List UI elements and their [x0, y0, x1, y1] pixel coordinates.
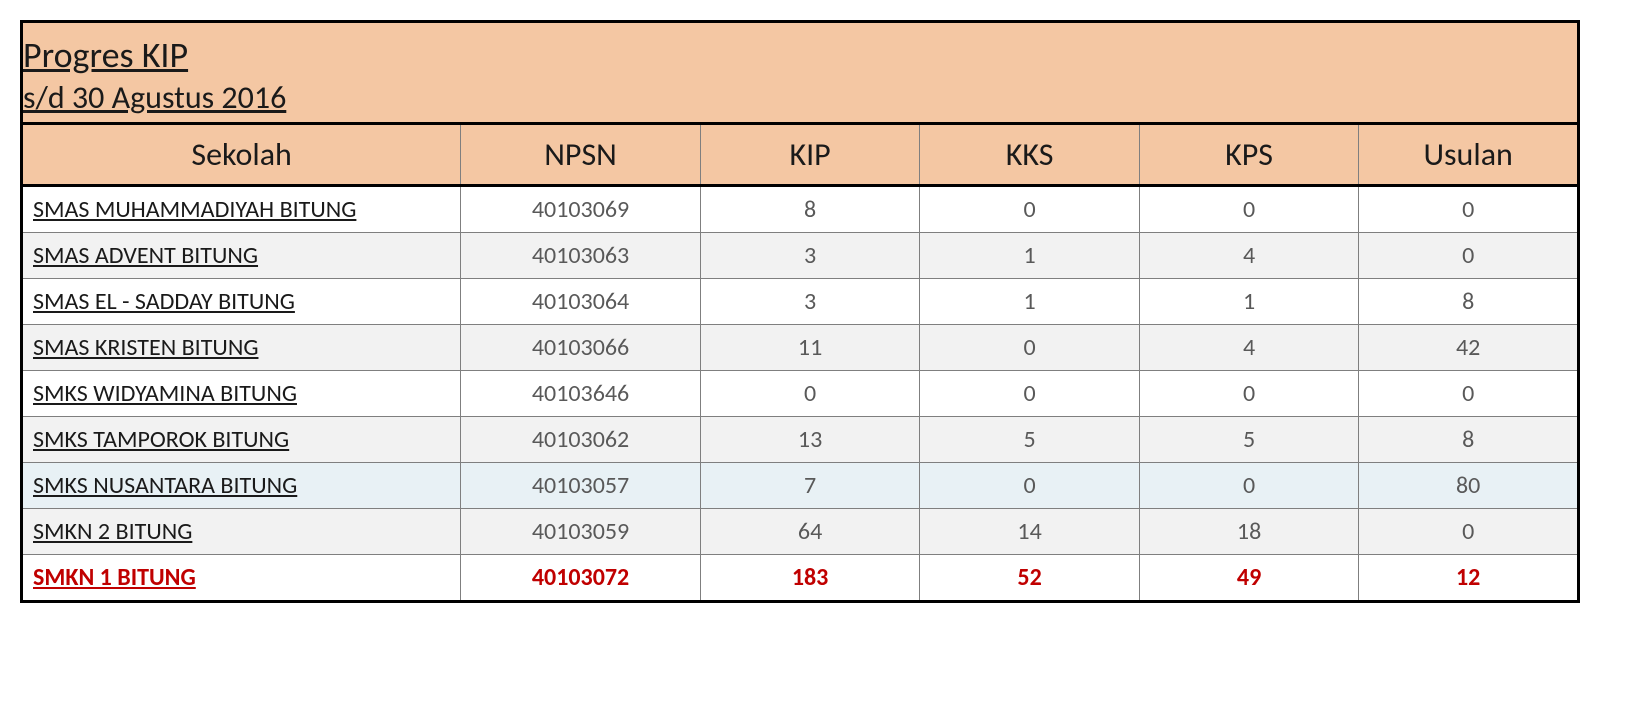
- cell-sekolah[interactable]: SMKN 1 BITUNG: [22, 555, 461, 602]
- cell-kps: 4: [1139, 233, 1359, 279]
- cell-usulan: 0: [1359, 371, 1579, 417]
- cell-sekolah[interactable]: SMAS MUHAMMADIYAH BITUNG: [22, 186, 461, 233]
- cell-kps: 1: [1139, 279, 1359, 325]
- cell-kps: 0: [1139, 186, 1359, 233]
- header-row: Sekolah NPSN KIP KKS KPS Usulan: [22, 124, 1579, 186]
- cell-kps: 4: [1139, 325, 1359, 371]
- title-line-2: s/d 30 Agustus 2016: [23, 78, 1577, 118]
- cell-kks: 5: [920, 417, 1140, 463]
- cell-kks: 14: [920, 509, 1140, 555]
- cell-kps: 0: [1139, 371, 1359, 417]
- cell-kip: 3: [700, 233, 919, 279]
- progres-kip-table: Progres KIP s/d 30 Agustus 2016 Sekolah …: [20, 20, 1580, 603]
- table-row: SMKN 2 BITUNG401030596414180: [22, 509, 1579, 555]
- table-body: SMAS MUHAMMADIYAH BITUNG401030698000SMAS…: [22, 186, 1579, 602]
- cell-usulan: 12: [1359, 555, 1579, 602]
- cell-usulan: 0: [1359, 186, 1579, 233]
- cell-usulan: 8: [1359, 417, 1579, 463]
- col-header-npsn: NPSN: [461, 124, 701, 186]
- cell-kks: 0: [920, 463, 1140, 509]
- table-row: SMKS WIDYAMINA BITUNG401036460000: [22, 371, 1579, 417]
- cell-kps: 5: [1139, 417, 1359, 463]
- cell-kip: 183: [700, 555, 919, 602]
- table-row: SMKS NUSANTARA BITUNG4010305770080: [22, 463, 1579, 509]
- cell-npsn: 40103066: [461, 325, 701, 371]
- table-row: SMKS TAMPOROK BITUNG4010306213558: [22, 417, 1579, 463]
- cell-npsn: 40103646: [461, 371, 701, 417]
- table-row: SMAS KRISTEN BITUNG40103066110442: [22, 325, 1579, 371]
- table-title: Progres KIP s/d 30 Agustus 2016: [22, 22, 1579, 124]
- cell-kip: 3: [700, 279, 919, 325]
- cell-kks: 52: [920, 555, 1140, 602]
- cell-kip: 64: [700, 509, 919, 555]
- cell-sekolah[interactable]: SMKN 2 BITUNG: [22, 509, 461, 555]
- cell-sekolah[interactable]: SMAS EL - SADDAY BITUNG: [22, 279, 461, 325]
- cell-kip: 0: [700, 371, 919, 417]
- table-row: SMAS ADVENT BITUNG401030633140: [22, 233, 1579, 279]
- cell-kps: 0: [1139, 463, 1359, 509]
- cell-sekolah[interactable]: SMKS WIDYAMINA BITUNG: [22, 371, 461, 417]
- cell-npsn: 40103069: [461, 186, 701, 233]
- cell-kip: 7: [700, 463, 919, 509]
- title-line-1: Progres KIP: [23, 33, 1577, 78]
- cell-usulan: 8: [1359, 279, 1579, 325]
- cell-sekolah[interactable]: SMAS ADVENT BITUNG: [22, 233, 461, 279]
- cell-kps: 18: [1139, 509, 1359, 555]
- cell-sekolah[interactable]: SMKS TAMPOROK BITUNG: [22, 417, 461, 463]
- cell-kks: 1: [920, 233, 1140, 279]
- cell-usulan: 42: [1359, 325, 1579, 371]
- cell-sekolah[interactable]: SMAS KRISTEN BITUNG: [22, 325, 461, 371]
- cell-usulan: 0: [1359, 509, 1579, 555]
- col-header-kps: KPS: [1139, 124, 1359, 186]
- col-header-kip: KIP: [700, 124, 919, 186]
- table-row: SMKN 1 BITUNG40103072183524912: [22, 555, 1579, 602]
- cell-npsn: 40103059: [461, 509, 701, 555]
- cell-usulan: 0: [1359, 233, 1579, 279]
- cell-kks: 1: [920, 279, 1140, 325]
- cell-npsn: 40103063: [461, 233, 701, 279]
- cell-kip: 8: [700, 186, 919, 233]
- cell-kks: 0: [920, 371, 1140, 417]
- cell-kps: 49: [1139, 555, 1359, 602]
- cell-npsn: 40103064: [461, 279, 701, 325]
- table-row: SMAS MUHAMMADIYAH BITUNG401030698000: [22, 186, 1579, 233]
- col-header-kks: KKS: [920, 124, 1140, 186]
- cell-kks: 0: [920, 186, 1140, 233]
- table-row: SMAS EL - SADDAY BITUNG401030643118: [22, 279, 1579, 325]
- cell-npsn: 40103057: [461, 463, 701, 509]
- cell-npsn: 40103062: [461, 417, 701, 463]
- col-header-usulan: Usulan: [1359, 124, 1579, 186]
- cell-kks: 0: [920, 325, 1140, 371]
- cell-kip: 11: [700, 325, 919, 371]
- cell-kip: 13: [700, 417, 919, 463]
- cell-sekolah[interactable]: SMKS NUSANTARA BITUNG: [22, 463, 461, 509]
- cell-usulan: 80: [1359, 463, 1579, 509]
- cell-npsn: 40103072: [461, 555, 701, 602]
- col-header-sekolah: Sekolah: [22, 124, 461, 186]
